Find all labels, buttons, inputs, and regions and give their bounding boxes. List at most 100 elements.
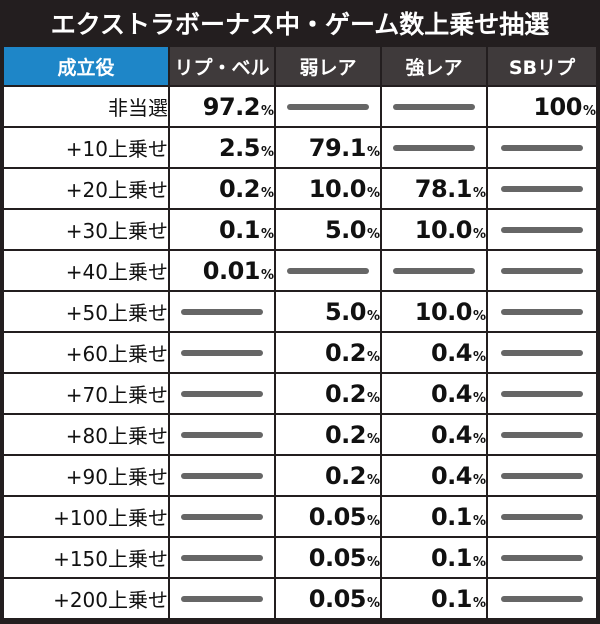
probability-cell: 0.2% bbox=[276, 374, 382, 415]
not-applicable-cell bbox=[488, 497, 596, 538]
not-applicable-cell bbox=[488, 538, 596, 579]
probability-cell: 0.05% bbox=[276, 538, 382, 579]
column-header-weak-rare: 弱レア bbox=[276, 47, 382, 87]
row-label: +10上乗せ bbox=[4, 128, 170, 169]
row-label: 非当選 bbox=[4, 87, 170, 128]
dash-mark bbox=[181, 349, 263, 356]
not-applicable-cell bbox=[382, 87, 488, 128]
probability-value: 2.5 bbox=[218, 133, 261, 162]
table-row: +40上乗せ 0.01% bbox=[4, 251, 596, 292]
not-applicable-cell bbox=[488, 374, 596, 415]
dash-mark bbox=[287, 267, 369, 274]
row-label: +30上乗せ bbox=[4, 210, 170, 251]
table-body: 非当選 97.2% 100% +10上乗せ 2.5% 79.1% +20上乗せ 0.2% 10.… bbox=[4, 87, 596, 618]
dash-mark bbox=[393, 103, 475, 110]
probability-value: 0.1 bbox=[430, 543, 473, 572]
dash-mark bbox=[181, 390, 263, 397]
probability-cell: 78.1% bbox=[382, 169, 488, 210]
row-label: +150上乗せ bbox=[4, 538, 170, 579]
not-applicable-cell bbox=[170, 579, 276, 618]
table-row: +30上乗せ 0.1% 5.0% 10.0% bbox=[4, 210, 596, 251]
dash-mark bbox=[181, 431, 263, 438]
percent-sign: % bbox=[582, 103, 596, 119]
table-row: +90上乗せ 0.2% 0.4% bbox=[4, 456, 596, 497]
probability-cell: 0.1% bbox=[382, 579, 488, 618]
percent-sign: % bbox=[472, 431, 486, 447]
percent-sign: % bbox=[366, 472, 380, 488]
probability-table: 成立役 リプ・ベル 弱レア 強レア SBリプ 非当選 97.2% 100% +10上乗… bbox=[4, 47, 596, 618]
row-label: +50上乗せ bbox=[4, 292, 170, 333]
probability-cell: 0.1% bbox=[170, 210, 276, 251]
probability-cell: 0.4% bbox=[382, 333, 488, 374]
percent-sign: % bbox=[260, 226, 274, 242]
percent-sign: % bbox=[472, 308, 486, 324]
column-header-role: 成立役 bbox=[4, 47, 170, 87]
probability-cell: 5.0% bbox=[276, 292, 382, 333]
table-row: +10上乗せ 2.5% 79.1% bbox=[4, 128, 596, 169]
probability-value: 0.4 bbox=[430, 420, 473, 449]
probability-cell: 5.0% bbox=[276, 210, 382, 251]
dash-mark bbox=[501, 308, 583, 315]
probability-cell: 79.1% bbox=[276, 128, 382, 169]
dash-mark bbox=[181, 595, 263, 602]
dash-mark bbox=[501, 349, 583, 356]
probability-value: 0.05 bbox=[308, 502, 367, 531]
probability-value: 0.1 bbox=[218, 215, 261, 244]
percent-sign: % bbox=[472, 595, 486, 611]
probability-cell: 0.2% bbox=[170, 169, 276, 210]
probability-cell: 0.05% bbox=[276, 497, 382, 538]
table-row: +100上乗せ 0.05% 0.1% bbox=[4, 497, 596, 538]
probability-cell: 0.2% bbox=[276, 456, 382, 497]
dash-mark bbox=[501, 431, 583, 438]
row-label: +70上乗せ bbox=[4, 374, 170, 415]
table-row: +200上乗せ 0.05% 0.1% bbox=[4, 579, 596, 618]
row-label: +40上乗せ bbox=[4, 251, 170, 292]
table-row: +70上乗せ 0.2% 0.4% bbox=[4, 374, 596, 415]
probability-value: 10.0 bbox=[414, 215, 473, 244]
not-applicable-cell bbox=[488, 128, 596, 169]
not-applicable-cell bbox=[488, 415, 596, 456]
percent-sign: % bbox=[472, 513, 486, 529]
percent-sign: % bbox=[472, 349, 486, 365]
not-applicable-cell bbox=[276, 87, 382, 128]
column-header-strong-rare: 強レア bbox=[382, 47, 488, 87]
probability-value: 0.2 bbox=[324, 420, 367, 449]
dash-mark bbox=[501, 144, 583, 151]
row-label: +100上乗せ bbox=[4, 497, 170, 538]
probability-value: 10.0 bbox=[414, 297, 473, 326]
probability-value: 10.0 bbox=[308, 174, 367, 203]
probability-cell: 10.0% bbox=[382, 292, 488, 333]
not-applicable-cell bbox=[170, 374, 276, 415]
probability-value: 0.4 bbox=[430, 379, 473, 408]
probability-value: 0.4 bbox=[430, 461, 473, 490]
probability-cell: 0.1% bbox=[382, 497, 488, 538]
probability-cell: 0.4% bbox=[382, 374, 488, 415]
percent-sign: % bbox=[366, 513, 380, 529]
header-row: 成立役 リプ・ベル 弱レア 強レア SBリプ bbox=[4, 47, 596, 87]
dash-mark bbox=[501, 472, 583, 479]
probability-value: 0.1 bbox=[430, 502, 473, 531]
dash-mark bbox=[501, 267, 583, 274]
percent-sign: % bbox=[366, 308, 380, 324]
percent-sign: % bbox=[366, 226, 380, 242]
dash-mark bbox=[181, 513, 263, 520]
dash-mark bbox=[393, 144, 475, 151]
table-row: +20上乗せ 0.2% 10.0% 78.1% bbox=[4, 169, 596, 210]
percent-sign: % bbox=[472, 226, 486, 242]
probability-cell: 0.01% bbox=[170, 251, 276, 292]
not-applicable-cell bbox=[488, 210, 596, 251]
dash-mark bbox=[181, 472, 263, 479]
probability-cell: 0.2% bbox=[276, 415, 382, 456]
probability-value: 0.05 bbox=[308, 584, 367, 613]
probability-value: 0.2 bbox=[324, 379, 367, 408]
percent-sign: % bbox=[366, 349, 380, 365]
probability-value: 100 bbox=[533, 92, 582, 121]
not-applicable-cell bbox=[488, 333, 596, 374]
percent-sign: % bbox=[366, 185, 380, 201]
probability-cell: 0.05% bbox=[276, 579, 382, 618]
dash-mark bbox=[181, 308, 263, 315]
not-applicable-cell bbox=[488, 579, 596, 618]
row-label: +90上乗せ bbox=[4, 456, 170, 497]
probability-value: 0.2 bbox=[324, 338, 367, 367]
percent-sign: % bbox=[260, 103, 274, 119]
